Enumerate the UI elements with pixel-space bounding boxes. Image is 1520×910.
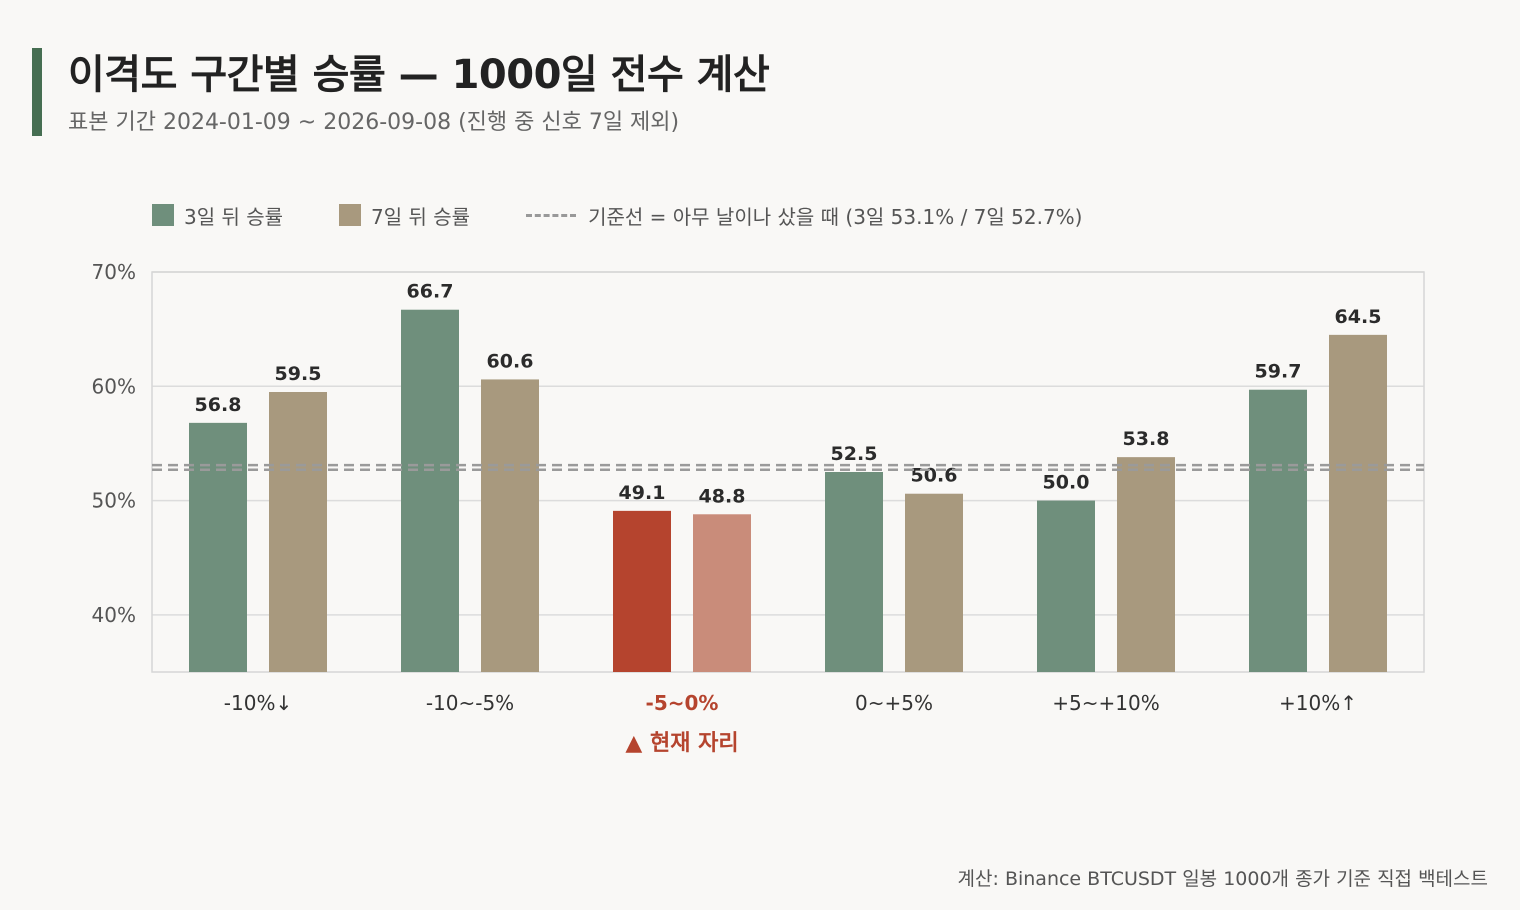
y-tick-label-70: 70% [92, 260, 136, 284]
legend-swatch-7day [339, 204, 362, 226]
bar-7day-4 [1117, 457, 1175, 672]
current-position-note: ▲ 현재 자리 [625, 731, 738, 756]
bar-7day-5 [1329, 334, 1387, 672]
chart-subtitle: 표본 기간 2024-01-09 ~ 2026-09-08 (진행 중 신호 7… [68, 110, 680, 135]
legend: 3일 뒤 승률 7일 뒤 승률 기준선 = 아무 날이나 샀을 때 (3일 53… [152, 200, 1139, 230]
x-tick-label-1: -10~-5% [426, 691, 514, 715]
legend-item-3day: 3일 뒤 승률 [152, 201, 283, 230]
bar-3day-2 [613, 510, 671, 672]
bar-7day-2 [693, 514, 751, 672]
x-tick-label-3: 0~+5% [855, 691, 933, 715]
y-tick-label-40: 40% [92, 603, 136, 627]
bar-3day-5 [1249, 389, 1307, 672]
x-tick-label-0: -10%↓ [224, 691, 292, 715]
legend-swatch-3day [152, 204, 174, 226]
y-tick-label-60: 60% [92, 374, 136, 398]
y-tick-label-50: 50% [92, 489, 136, 513]
bar-7day-1 [481, 379, 539, 672]
plot-frame [151, 271, 1425, 673]
legend-item-baseline: 기준선 = 아무 날이나 샀을 때 (3일 53.1% / 7일 52.7%) [526, 201, 1083, 230]
footer-note: 계산: Binance BTCUSDT 일봉 1000개 종가 기준 직접 백테… [957, 868, 1488, 890]
bar-3day-3 [825, 472, 883, 672]
bar-3day-0 [189, 422, 247, 672]
data-label-3day-3: 52.5 [831, 443, 878, 465]
data-label-7day-0: 59.5 [275, 363, 322, 385]
bar-7day-3 [905, 493, 963, 672]
bar-3day-1 [401, 309, 459, 672]
data-label-3day-1: 66.7 [407, 281, 454, 303]
data-label-3day-2: 49.1 [619, 482, 666, 504]
data-label-7day-3: 50.6 [911, 465, 958, 487]
legend-dash-baseline [526, 213, 577, 217]
data-label-3day-5: 59.7 [1255, 361, 1302, 383]
chart-title: 이격도 구간별 승률 — 1000일 전수 계산 [68, 52, 770, 98]
legend-item-7day: 7일 뒤 승률 [339, 201, 470, 230]
data-label-7day-1: 60.6 [487, 350, 534, 372]
data-label-7day-4: 53.8 [1123, 428, 1170, 450]
data-label-3day-4: 50.0 [1043, 472, 1090, 494]
legend-label-baseline: 기준선 = 아무 날이나 샀을 때 (3일 53.1% / 7일 52.7%) [588, 204, 1083, 229]
title-accent-bar [32, 48, 42, 136]
bar-7day-0 [269, 392, 327, 672]
legend-label-7day: 7일 뒤 승률 [371, 204, 471, 229]
x-tick-label-4: +5~+10% [1052, 691, 1159, 715]
x-tick-label-2: -5~0% [646, 691, 719, 715]
data-label-3day-0: 56.8 [195, 394, 242, 416]
data-label-7day-5: 64.5 [1335, 306, 1382, 328]
data-label-7day-2: 48.8 [699, 485, 746, 507]
legend-label-3day: 3일 뒤 승률 [184, 204, 284, 229]
bar-3day-4 [1037, 500, 1095, 672]
x-tick-label-5: +10%↑ [1279, 691, 1357, 715]
